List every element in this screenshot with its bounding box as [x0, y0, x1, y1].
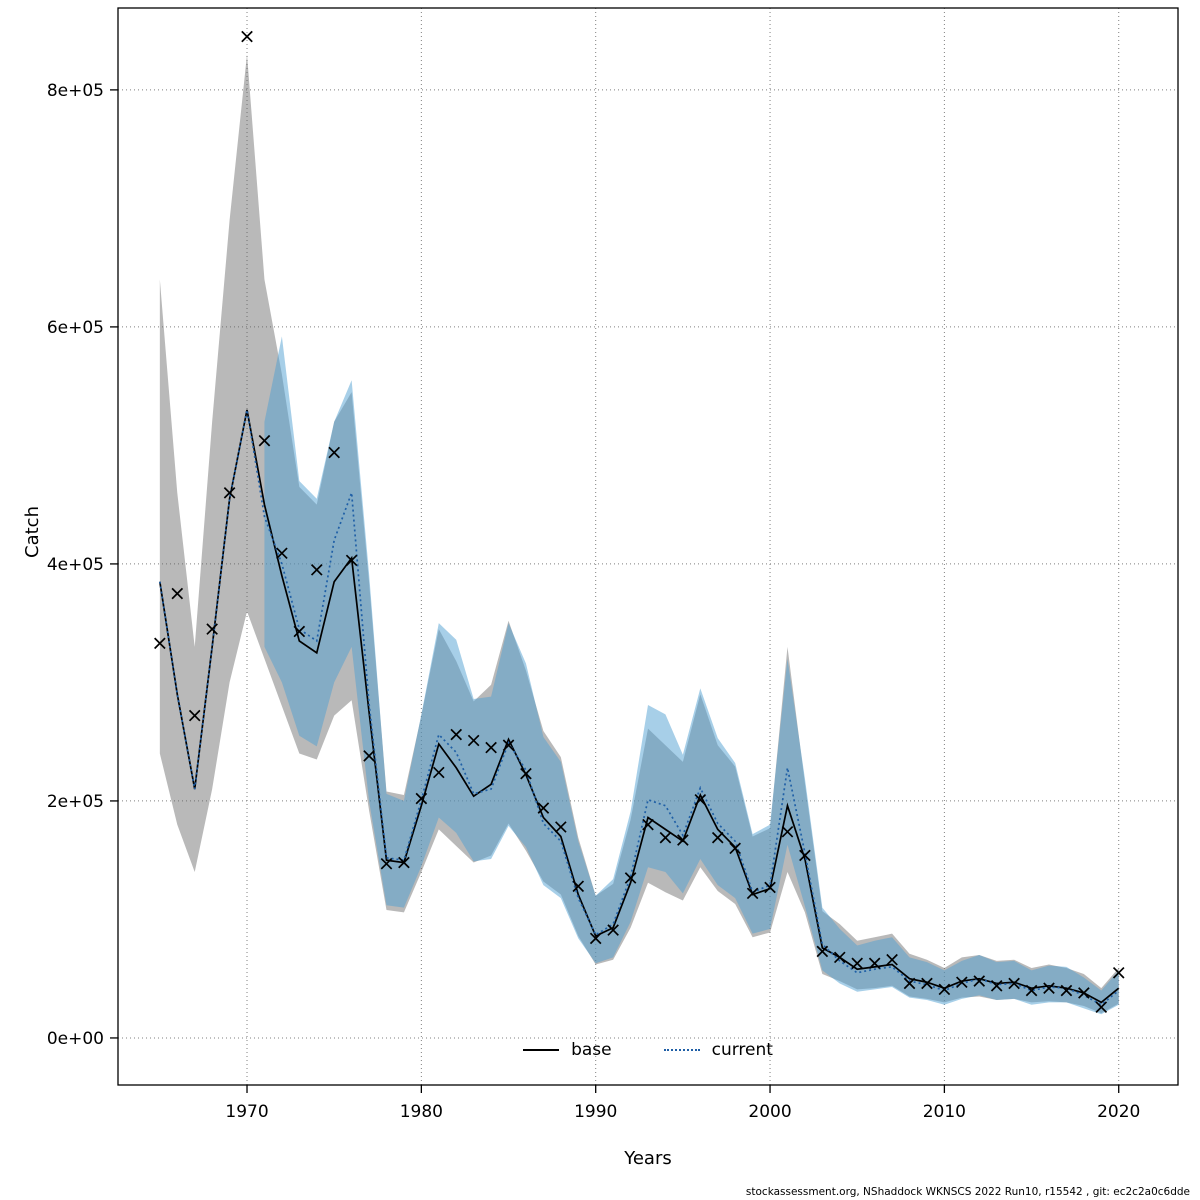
legend-label-current: current — [711, 1040, 773, 1060]
y-axis-label: Catch — [22, 506, 43, 558]
svg-text:2020: 2020 — [1097, 1102, 1140, 1122]
legend-label-base: base — [571, 1040, 612, 1060]
svg-text:6e+05: 6e+05 — [47, 318, 104, 338]
svg-text:1970: 1970 — [225, 1102, 268, 1122]
svg-text:8e+05: 8e+05 — [47, 81, 104, 101]
svg-text:2e+05: 2e+05 — [47, 792, 104, 812]
current-line-swatch — [663, 1049, 700, 1051]
svg-text:1990: 1990 — [574, 1102, 617, 1122]
legend-item-current: current — [663, 1040, 773, 1060]
footer-run-info: stockassessment.org, NShaddock WKNSCS 20… — [745, 1186, 1190, 1198]
svg-text:0e+00: 0e+00 — [47, 1029, 104, 1049]
base-line-swatch — [523, 1049, 560, 1051]
legend-item-base: base — [523, 1040, 612, 1060]
svg-text:2000: 2000 — [748, 1102, 791, 1122]
legend: base current — [118, 1040, 1178, 1060]
svg-text:1980: 1980 — [400, 1102, 443, 1122]
x-axis-label: Years — [624, 1148, 672, 1169]
svg-text:2010: 2010 — [923, 1102, 966, 1122]
svg-text:4e+05: 4e+05 — [47, 555, 104, 575]
